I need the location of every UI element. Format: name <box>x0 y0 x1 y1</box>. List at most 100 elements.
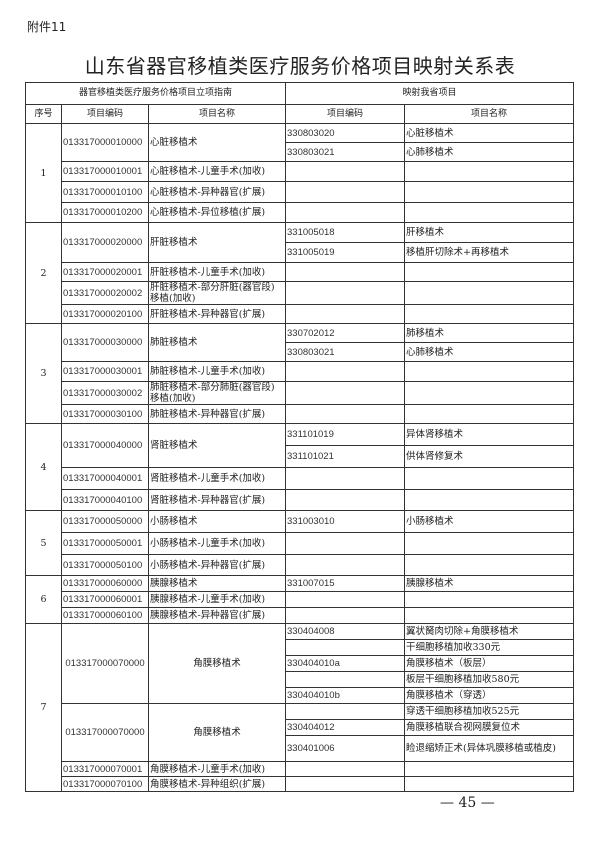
table-row: 7 013317000070000 角膜移植术 330404008 翼状胬肉切除+角膜移… <box>25 623 575 792</box>
seq-cell: 3 <box>25 323 62 424</box>
mapped-name-cell: 角膜移植术（板层） <box>404 655 575 672</box>
header-mapped-code: 项目编码 <box>285 104 406 124</box>
item-name-cell: 肾脏移植术-异种器官(扩展) <box>147 489 287 511</box>
item-name-cell: 肺脏移植术 <box>147 323 287 362</box>
item-name-cell: 肾脏移植术 <box>147 423 287 468</box>
item-code-cell: 013317000020002 <box>61 281 149 305</box>
mapped-code-cell <box>285 489 406 511</box>
mapped-name-cell <box>404 776 575 792</box>
item-code-cell: 013317000020001 <box>61 262 149 282</box>
header-guide-group: 器官移植类医疗服务价格项目立项指南 <box>24 82 287 105</box>
mapped-code-cell: 330401006 <box>285 735 406 762</box>
table-row: 013317000010100 心脏移植术-异种器官(扩展) <box>26 181 575 203</box>
item-name-cell: 肺脏移植术-异种器官(扩展) <box>147 404 287 424</box>
mapped-code-cell <box>285 467 406 490</box>
item-code-cell: 013317000030000 <box>61 323 149 362</box>
mapped-code-cell <box>285 381 406 405</box>
mapped-name-cell: 小肠移植术 <box>404 510 575 533</box>
header-name: 项目名称 <box>147 104 287 124</box>
table-row: 013317000070001 角膜移植术-儿童手术(加收) <box>26 761 575 777</box>
item-code-cell: 013317000050001 <box>61 532 149 555</box>
mapped-name-cell <box>404 489 575 511</box>
item-name-cell: 肾脏移植术-儿童手术(加收) <box>147 467 287 490</box>
mapped-name-cell <box>404 262 575 282</box>
mapped-code-cell: 331101019 <box>285 423 406 446</box>
item-name-cell: 肺脏移植术-部分肺脏(器官段)移植(加收) <box>147 381 287 405</box>
mapped-code-cell: 331007015 <box>285 575 406 592</box>
table-row: 2 013317000020000 肝脏移植术 331005018 肝移植术 <box>25 222 575 324</box>
seq-cell: 1 <box>25 123 62 223</box>
table-row: 330404010a 角膜移植术（板层） <box>26 655 575 672</box>
item-name-cell: 心脏移植术-异位移植(扩展) <box>147 202 287 223</box>
mapped-code-cell: 330404010b <box>285 687 406 704</box>
mapped-name-cell <box>404 381 575 405</box>
mapped-code-cell: 330803021 <box>285 342 406 362</box>
item-name-cell: 小肠移植术-儿童手术(加收) <box>147 532 287 555</box>
mapped-code-cell <box>285 639 406 656</box>
item-name-cell: 心脏移植术-儿童手术(加收) <box>147 161 287 182</box>
seq-cell: 5 <box>25 510 62 576</box>
item-code-cell: 013317000050100 <box>61 554 149 576</box>
mapped-code-cell <box>285 776 406 792</box>
item-code-cell: 013317000030100 <box>61 404 149 424</box>
mapped-code-cell: 331005019 <box>285 242 406 263</box>
table-row: 330404012 角膜移植联合视网膜复位术 <box>26 719 575 736</box>
item-name-cell: 肺脏移植术-儿童手术(加收) <box>147 361 287 382</box>
mapped-name-cell: 肺移植术 <box>404 323 575 343</box>
item-name-cell: 肝脏移植术-部分肝脏(器官段)移植(加收) <box>147 281 287 305</box>
item-code-cell: 013317000060000 <box>61 575 149 592</box>
item-name-cell: 角膜移植术 <box>147 703 287 762</box>
item-code-cell: 013317000030002 <box>61 381 149 405</box>
item-name-cell: 胰腺移植术-儿童手术(加收) <box>147 591 287 608</box>
mapped-code-cell <box>285 532 406 555</box>
mapped-name-cell <box>404 532 575 555</box>
table-row: 4 013317000040000 肾脏移植术 331101019 异体肾移植术 <box>25 423 575 511</box>
mapped-name-cell: 角膜移植联合视网膜复位术 <box>404 719 575 736</box>
mapped-name-cell: 干细胞移植加收330元 <box>404 639 575 656</box>
table-row: 013317000010001 心脏移植术-儿童手术(加收) <box>26 161 575 182</box>
mapped-name-cell <box>404 161 575 182</box>
mapped-name-cell <box>404 404 575 424</box>
item-code-cell: 013317000020000 <box>61 222 149 263</box>
table-row: 板层干细胞移植加收580元 <box>26 671 575 688</box>
table-row: 013317000070100 角膜移植术-异种组织(扩展) <box>26 776 575 792</box>
page-title: 山东省器官移植类医疗服务价格项目映射关系表 <box>84 54 516 78</box>
mapped-name-cell: 睑退缩矫正术(异体巩膜移植或植皮) <box>404 735 575 762</box>
mapped-code-cell <box>285 304 406 324</box>
mapped-code-cell <box>285 671 406 688</box>
table-row: 013317000040001 肾脏移植术-儿童手术(加收) <box>26 467 575 490</box>
mapped-name-cell <box>404 181 575 203</box>
mapped-code-cell <box>285 161 406 182</box>
item-code-cell: 013317000030001 <box>61 361 149 382</box>
item-code-cell: 013317000010200 <box>61 202 149 223</box>
seq-cell: 6 <box>25 575 62 624</box>
item-code-cell: 013317000020100 <box>61 304 149 324</box>
header-code: 项目编码 <box>61 104 149 124</box>
mapped-name-cell: 异体肾移植术 <box>404 423 575 446</box>
mapped-name-cell <box>404 591 575 608</box>
table-row: 330803021 心肺移植术 <box>26 142 575 162</box>
mapped-name-cell: 胰腺移植术 <box>404 575 575 592</box>
header-seq: 序号 <box>25 104 62 124</box>
table-row: 013317000030002 肺脏移植术-部分肺脏(器官段)移植(加收) <box>26 381 575 405</box>
header-mapped-name: 项目名称 <box>404 104 575 124</box>
item-name-cell: 心脏移植术 <box>147 123 287 162</box>
item-code-cell: 013317000010100 <box>61 181 149 203</box>
mapped-code-cell <box>285 607 406 624</box>
mapped-code-cell <box>285 361 406 382</box>
item-code-cell: 013317000070000 <box>61 623 149 704</box>
mapped-code-cell <box>285 181 406 203</box>
mapped-code-cell: 331101021 <box>285 445 406 468</box>
table-row: 013317000020100 肝脏移植术-异种器官(扩展) <box>26 304 575 324</box>
table-row: 013317000010200 心脏移植术-异位移植(扩展) <box>26 202 575 223</box>
table-row: 013317000020001 肝脏移植术-儿童手术(加收) <box>26 262 575 282</box>
mapped-name-cell: 心脏移植术 <box>404 123 575 143</box>
mapped-name-cell: 肝移植术 <box>404 222 575 243</box>
item-code-cell: 013317000060100 <box>61 607 149 624</box>
item-name-cell: 角膜移植术-儿童手术(加收) <box>147 761 287 777</box>
table-row: 013317000050001 小肠移植术-儿童手术(加收) <box>26 532 575 555</box>
item-name-cell: 小肠移植术-异种器官(扩展) <box>147 554 287 576</box>
mapped-name-cell: 心肺移植术 <box>404 142 575 162</box>
mapped-code-cell: 330702012 <box>285 323 406 343</box>
mapped-name-cell: 翼状胬肉切除+角膜移植术 <box>404 623 575 640</box>
